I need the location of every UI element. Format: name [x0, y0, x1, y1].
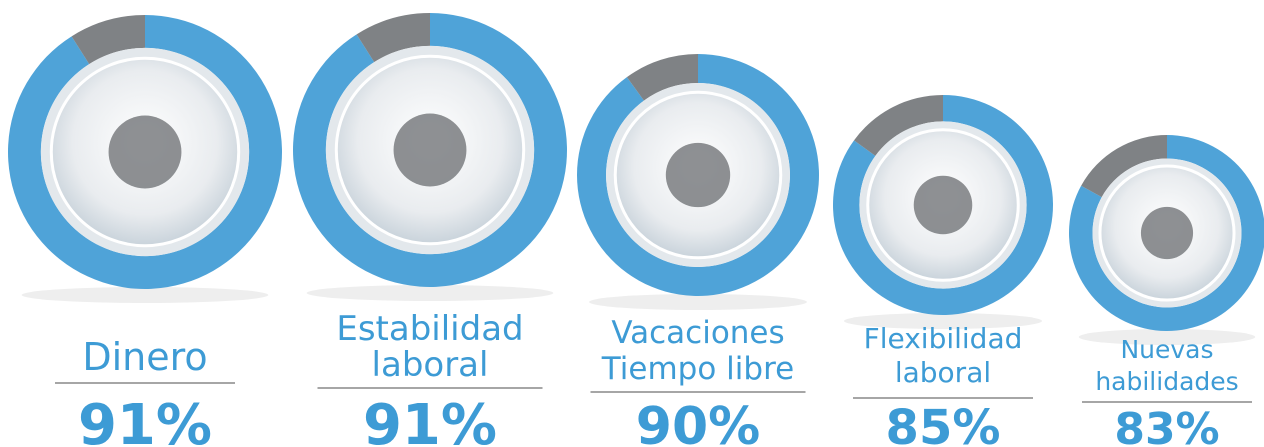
category-label: Estabilidad: [336, 309, 523, 349]
category-label: Tiempo libre: [601, 351, 794, 387]
category-label: Dinero: [82, 335, 207, 379]
value-label: 85%: [886, 400, 1001, 447]
icon: [665, 142, 731, 208]
category-label: Flexibilidad: [864, 322, 1023, 355]
category-label: laboral: [372, 345, 489, 385]
category-label: Nuevas: [1120, 335, 1213, 364]
value-label: 91%: [363, 393, 497, 447]
remainder: [71, 15, 145, 65]
remainder: [1081, 135, 1167, 198]
icon: [1140, 206, 1194, 260]
value-label: 91%: [78, 393, 212, 447]
value-label: 83%: [1114, 404, 1219, 447]
remainder: [626, 54, 698, 101]
category-label: habilidades: [1095, 367, 1238, 396]
category-label: laboral: [895, 356, 991, 389]
icon: [913, 175, 973, 235]
shadow: [844, 313, 1042, 329]
category-label: Vacaciones: [611, 315, 784, 351]
shadow: [1078, 329, 1256, 345]
icon: [108, 115, 182, 189]
icon: [393, 113, 467, 187]
shadow: [306, 285, 554, 301]
remainder: [854, 95, 943, 156]
shadow: [589, 294, 807, 310]
remainder: [356, 13, 430, 63]
value-label: 90%: [636, 397, 760, 447]
shadow: [21, 287, 269, 303]
